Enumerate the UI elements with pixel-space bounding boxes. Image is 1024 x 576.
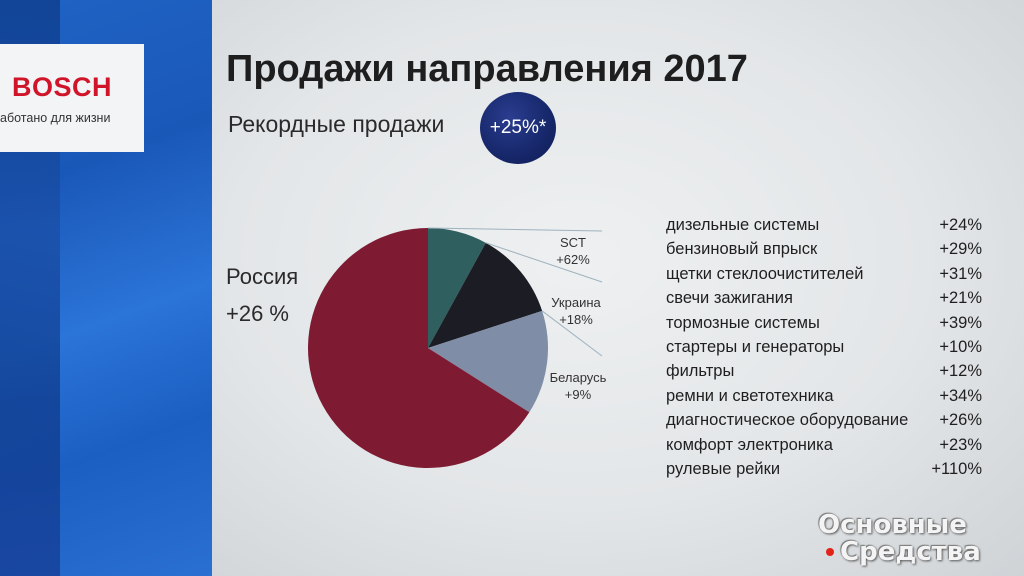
list-item: дизельные системы +24% xyxy=(666,214,1006,238)
list-item: рулевые рейки +110% xyxy=(666,458,1006,482)
ukraine-label: Украина xyxy=(551,295,601,310)
list-item: тормозные системы +39% xyxy=(666,312,1006,336)
product-name: рулевые рейки xyxy=(666,459,781,478)
product-growth: +26% xyxy=(939,411,982,430)
pie-slice-sct xyxy=(428,228,486,348)
slide-subtitle: Рекордные продажи xyxy=(228,111,445,137)
product-growth: +31% xyxy=(939,264,982,283)
product-name: ремни и светотехника xyxy=(666,386,834,405)
belarus-label: Беларусь xyxy=(549,370,607,385)
growth-badge: +25%* xyxy=(480,92,556,164)
pie-label-ukraine: Украина +18% xyxy=(546,294,606,328)
product-growth: +39% xyxy=(939,313,982,332)
list-item: свечи зажигания +21% xyxy=(666,287,1006,311)
pie-slice-ukraine xyxy=(428,242,543,348)
product-name: диагностическое оборудование xyxy=(666,411,909,430)
product-growth: +34% xyxy=(939,386,982,405)
pie-slice-russia xyxy=(308,228,530,468)
product-name: комфорт электроника xyxy=(666,435,833,454)
pie-leader-line xyxy=(427,227,603,232)
ukraine-value: +18% xyxy=(559,312,593,327)
logo-brand: BOSCH xyxy=(12,72,113,102)
logo-tagline: аботано для жизни xyxy=(0,111,111,125)
product-growth: +110% xyxy=(931,459,982,478)
product-growth: +23% xyxy=(939,435,982,454)
russia-label: Россия xyxy=(226,264,299,289)
sct-label: SCT xyxy=(560,235,586,250)
list-item: щетки стеклоочистителей +31% xyxy=(666,263,1006,287)
watermark-line2: Средства xyxy=(840,537,981,567)
product-growth: +12% xyxy=(939,362,982,381)
product-name: дизельные системы xyxy=(666,216,820,234)
slide-title: Продажи направления 2017 xyxy=(226,48,748,90)
product-name: фильтры xyxy=(666,362,735,381)
product-growth: +24% xyxy=(939,216,982,234)
watermark-logo: Основные Средства xyxy=(818,512,981,566)
product-name: свечи зажигания xyxy=(666,289,793,308)
watermark-dot-icon xyxy=(826,548,834,556)
pie-leader-line xyxy=(485,242,603,283)
product-name: тормозные системы xyxy=(666,313,820,332)
pie-leader-line xyxy=(541,310,603,357)
sct-value: +62% xyxy=(556,252,590,267)
sales-pie-chart xyxy=(308,227,603,468)
belarus-value: +9% xyxy=(564,387,592,402)
list-item: фильтры +12% xyxy=(666,360,1006,384)
list-item: диагностическое оборудование +26% xyxy=(666,409,1006,433)
watermark-line1: Основные xyxy=(818,510,967,540)
pie-slice-belarus xyxy=(428,310,548,413)
list-item: комфорт электроника +23% xyxy=(666,434,1006,458)
bosch-logo: BOSCH аботано для жизни xyxy=(0,44,144,152)
product-growth: +10% xyxy=(939,337,982,356)
product-name: щетки стеклоочистителей xyxy=(666,264,864,283)
list-item: ремни и светотехника +34% xyxy=(666,385,1006,409)
product-name: бензиновый впрыск xyxy=(666,240,818,259)
product-name: стартеры и генераторы xyxy=(666,337,845,356)
product-growth-list: дизельные системы +24% бензиновый впрыск +… xyxy=(666,214,1006,482)
product-growth: +29% xyxy=(939,240,982,259)
list-item: бензиновый впрыск +29% xyxy=(666,238,1006,262)
product-growth: +21% xyxy=(939,289,982,308)
list-item: стартеры и генераторы +10% xyxy=(666,336,1006,360)
russia-value: +26 % xyxy=(226,301,289,326)
pie-label-belarus: Беларусь +9% xyxy=(543,369,613,403)
pie-label-sct: SCT +62% xyxy=(553,234,593,268)
